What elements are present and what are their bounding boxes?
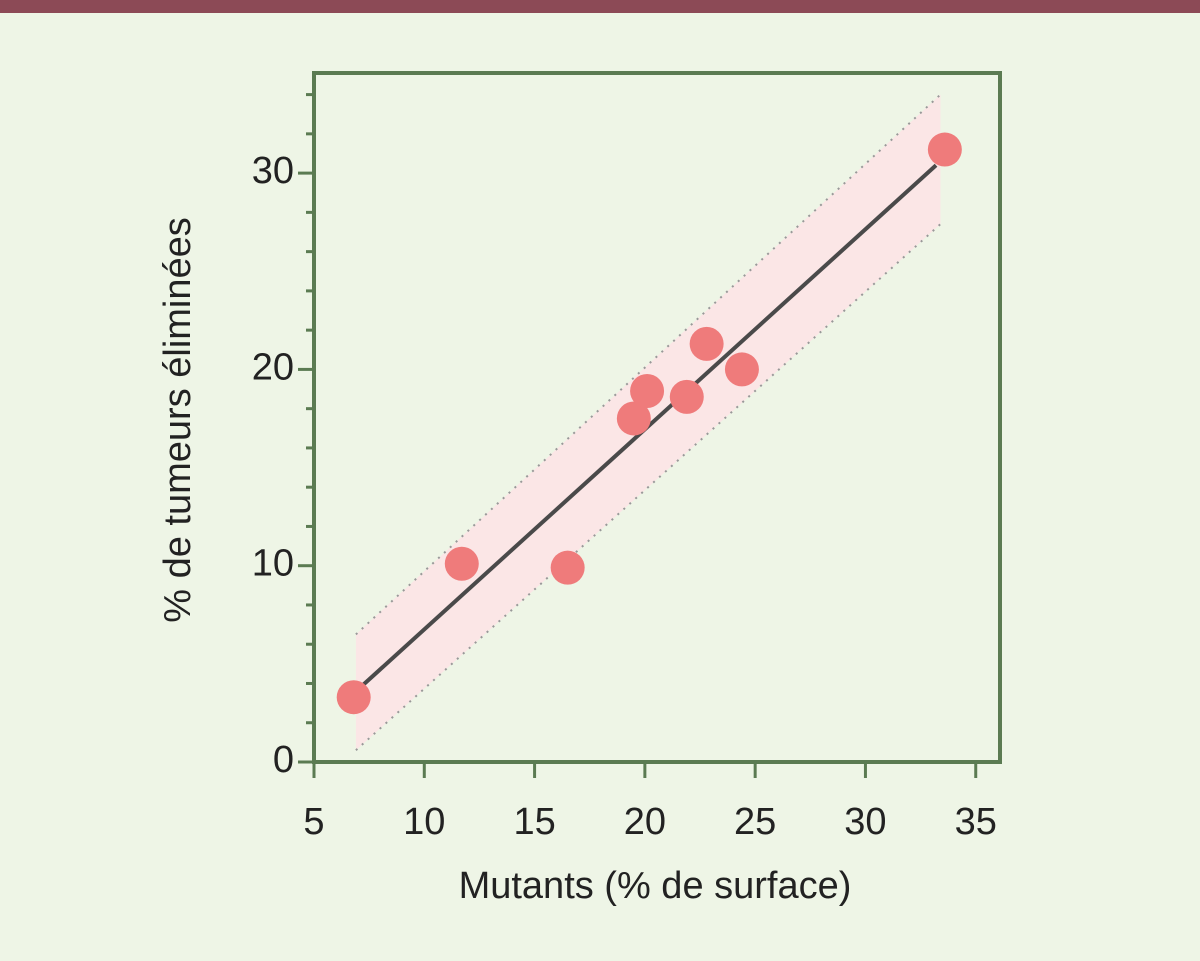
x-tick-label: 30 bbox=[844, 801, 886, 843]
x-tick-label: 20 bbox=[624, 801, 666, 843]
x-tick-label: 10 bbox=[403, 801, 445, 843]
point bbox=[724, 352, 759, 387]
point bbox=[630, 374, 665, 408]
y-tick-label: 0 bbox=[273, 739, 294, 781]
x-axis-label: Mutants (% de surface) bbox=[459, 865, 852, 907]
x-tick-label: 35 bbox=[955, 801, 997, 843]
point bbox=[444, 546, 479, 581]
x-tick-label: 5 bbox=[303, 801, 324, 843]
point bbox=[550, 550, 585, 585]
plot-frame bbox=[312, 71, 1002, 764]
y-tick-label: 30 bbox=[252, 150, 294, 192]
band-edge bbox=[355, 223, 942, 751]
point bbox=[669, 379, 704, 414]
x-tick-label: 15 bbox=[513, 801, 555, 843]
y-tick-label: 10 bbox=[252, 543, 294, 585]
y-axis-label: % de tumeurs éliminées bbox=[157, 217, 199, 623]
x-tick-label: 25 bbox=[734, 801, 776, 843]
point bbox=[927, 132, 962, 167]
point bbox=[616, 401, 651, 436]
point bbox=[689, 326, 724, 361]
y-tick-label: 20 bbox=[252, 346, 294, 388]
point bbox=[336, 680, 371, 715]
top-bar bbox=[0, 0, 1200, 13]
